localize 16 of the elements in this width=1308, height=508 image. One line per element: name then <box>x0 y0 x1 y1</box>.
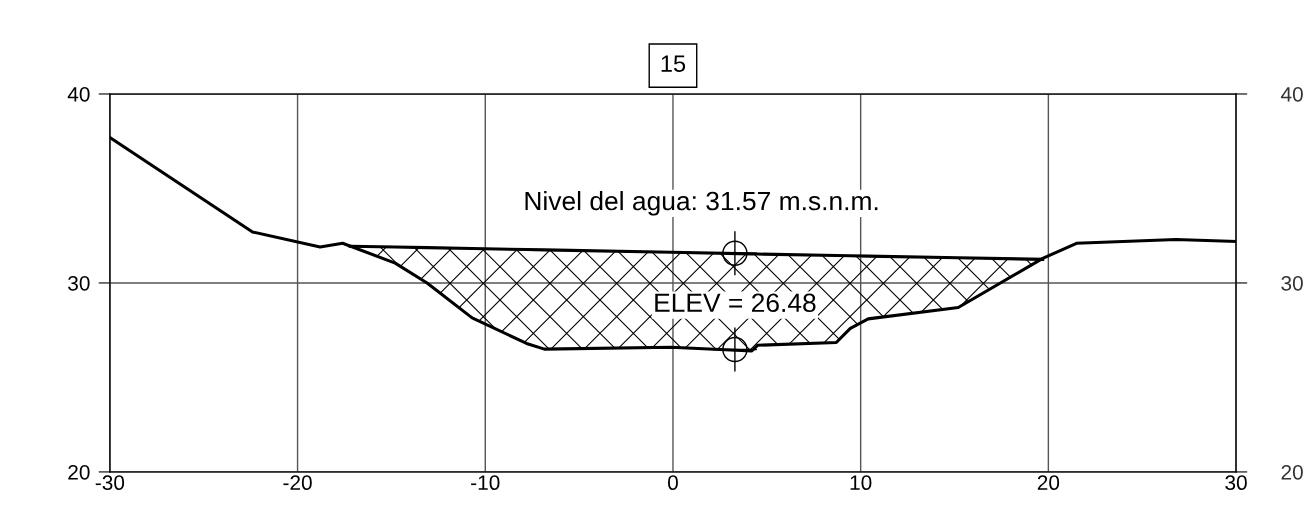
y2-tick-label: 30 <box>1281 275 1303 291</box>
y2-tick-label: 20 <box>1281 464 1303 480</box>
chart-title: 15 <box>661 55 686 72</box>
x-tick-label: 30 <box>1225 475 1247 491</box>
x-tick-label: 20 <box>1037 475 1060 491</box>
x-tick-label: 0 <box>667 475 678 491</box>
x-tick-label: -20 <box>283 475 312 491</box>
x-tick-label: -30 <box>95 475 125 491</box>
annotation: ELEV = 26.48 <box>655 293 816 313</box>
annotation: Nivel del agua: 31.57 m.s.n.m. <box>525 190 878 216</box>
y2-tick-label: 40 <box>1280 86 1303 102</box>
y-tick-label: 40 <box>67 86 90 102</box>
y-tick-label: 20 <box>68 464 90 480</box>
x-tick-label: -10 <box>471 475 500 491</box>
y-tick-label: 30 <box>68 275 90 291</box>
x-tick-label: 10 <box>850 475 872 491</box>
